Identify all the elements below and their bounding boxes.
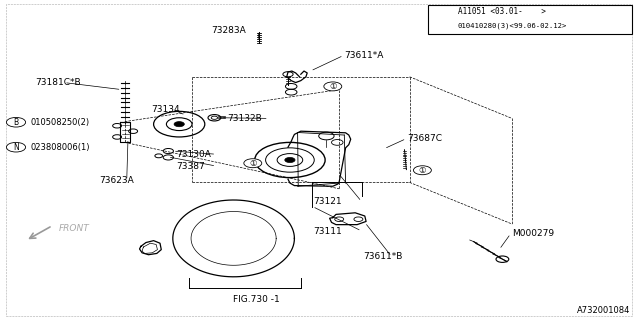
Circle shape <box>6 142 26 152</box>
Text: 73611*A: 73611*A <box>344 51 384 60</box>
Text: FRONT: FRONT <box>59 224 90 233</box>
Text: B: B <box>437 22 442 28</box>
Circle shape <box>6 117 26 127</box>
Text: 73611*B: 73611*B <box>364 252 403 261</box>
Text: M000279: M000279 <box>512 229 554 238</box>
Circle shape <box>285 157 295 163</box>
Text: 73134: 73134 <box>151 105 180 114</box>
Circle shape <box>244 159 262 168</box>
Text: ①: ① <box>419 166 426 175</box>
Text: ①: ① <box>329 82 337 91</box>
Text: 010508250(2): 010508250(2) <box>31 118 90 127</box>
Text: 73111: 73111 <box>314 227 342 236</box>
Text: FIG.730 -1: FIG.730 -1 <box>232 295 280 304</box>
Text: 010410280(3)<99.06-02.12>: 010410280(3)<99.06-02.12> <box>458 22 567 28</box>
Circle shape <box>324 82 342 91</box>
Text: B: B <box>13 118 19 127</box>
Circle shape <box>432 8 447 16</box>
Text: 73181C*B: 73181C*B <box>35 78 81 87</box>
Text: 73130A: 73130A <box>177 150 211 159</box>
Text: A11051 <03.01-    >: A11051 <03.01- > <box>458 7 545 16</box>
Text: ①: ① <box>436 9 443 15</box>
Text: 023808006(1): 023808006(1) <box>31 143 90 152</box>
Text: 73387: 73387 <box>177 162 205 171</box>
Text: 73687C: 73687C <box>407 134 442 143</box>
Bar <box>428 5 632 34</box>
Text: N: N <box>13 143 19 152</box>
Circle shape <box>413 166 431 175</box>
Text: 73121: 73121 <box>314 197 342 206</box>
Text: 73623A: 73623A <box>99 176 134 185</box>
Text: A732001084: A732001084 <box>577 306 630 315</box>
Text: ①: ① <box>249 159 257 168</box>
Text: 73283A: 73283A <box>212 26 246 35</box>
Circle shape <box>174 122 184 127</box>
Text: 73132B: 73132B <box>227 114 262 123</box>
Circle shape <box>432 21 447 29</box>
